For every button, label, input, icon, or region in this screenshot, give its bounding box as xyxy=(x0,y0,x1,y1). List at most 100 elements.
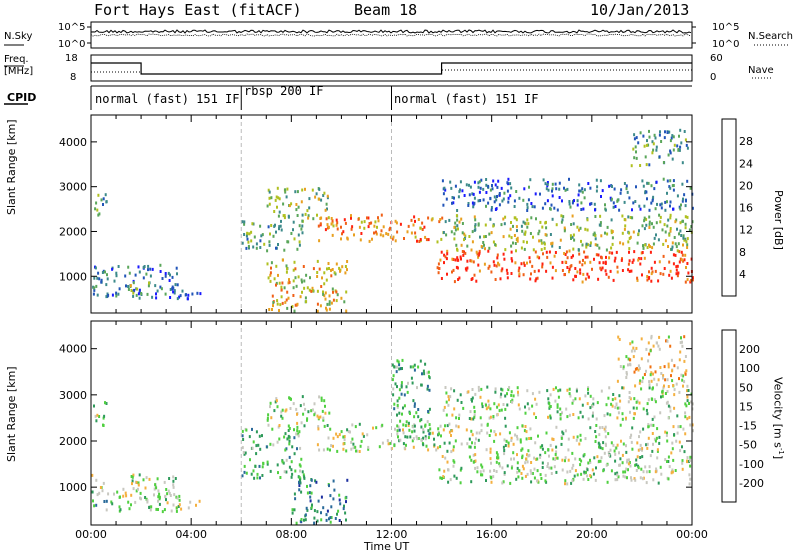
power-cell xyxy=(628,247,631,251)
velocity-cell xyxy=(686,395,689,399)
power-cell xyxy=(261,233,264,237)
power-cell xyxy=(359,238,362,242)
velocity-cell xyxy=(486,423,489,427)
velocity-cell xyxy=(367,447,370,451)
velocity-cell xyxy=(633,477,636,481)
velocity-cell xyxy=(422,436,425,440)
velocity-cell xyxy=(616,478,619,482)
power-cell xyxy=(322,194,325,197)
power-cell xyxy=(284,300,287,304)
velocity-cell xyxy=(428,432,431,436)
power-cell xyxy=(142,266,145,269)
velocity-cell xyxy=(596,455,599,459)
velocity-cell xyxy=(517,403,520,407)
power-cell xyxy=(453,237,456,241)
velocity-cell xyxy=(273,409,276,413)
power-cell xyxy=(164,272,167,275)
velocity-cell xyxy=(555,456,558,460)
power-cell xyxy=(366,216,368,220)
velocity-cell xyxy=(453,407,456,411)
power-cell xyxy=(681,199,684,203)
velocity-cell xyxy=(332,436,335,440)
power-cell xyxy=(294,267,297,271)
colorbar-tick-label: 16 xyxy=(739,202,753,215)
power-cell xyxy=(125,284,127,288)
power-cell xyxy=(456,218,459,222)
power-cell xyxy=(675,218,678,222)
velocity-cell xyxy=(266,416,269,420)
power-cell xyxy=(324,228,327,232)
velocity-cell xyxy=(555,445,558,449)
power-cell xyxy=(510,236,513,240)
power-cell xyxy=(371,237,373,241)
velocity-cell xyxy=(629,410,631,414)
velocity-cell xyxy=(445,391,448,395)
power-cell xyxy=(416,239,418,243)
power-cell xyxy=(544,233,547,237)
velocity-cell xyxy=(591,414,594,418)
velocity-cell xyxy=(269,442,272,446)
velocity-cell xyxy=(487,399,490,403)
power-cell xyxy=(494,278,497,281)
power-cell xyxy=(668,185,671,189)
velocity-cell xyxy=(602,469,605,473)
velocity-cell xyxy=(328,411,331,415)
power-cell xyxy=(301,188,304,192)
velocity-cell xyxy=(277,425,280,429)
velocity-cell xyxy=(298,488,301,492)
power-cell xyxy=(658,213,661,217)
velocity-cell xyxy=(648,383,651,387)
power-cell xyxy=(652,225,655,229)
power-cell xyxy=(331,287,334,291)
power-cell xyxy=(686,237,689,241)
nsearch-trace xyxy=(90,33,692,37)
power-cell xyxy=(610,246,613,250)
power-cell xyxy=(286,240,289,244)
velocity-cell xyxy=(689,400,692,404)
power-cell xyxy=(631,216,634,220)
velocity-cell xyxy=(136,487,139,491)
power-cell xyxy=(691,206,694,210)
velocity-cell xyxy=(574,397,577,401)
power-cell xyxy=(685,199,687,203)
velocity-cell xyxy=(658,441,661,445)
power-cell xyxy=(111,293,114,297)
velocity-cell xyxy=(407,421,410,425)
velocity-cell xyxy=(297,434,300,438)
velocity-cell xyxy=(460,442,463,446)
velocity-cell xyxy=(343,435,346,438)
power-cell xyxy=(612,278,615,282)
power-cell xyxy=(686,215,689,219)
power-cell xyxy=(658,260,661,264)
power-cell xyxy=(616,270,619,274)
velocity-cell xyxy=(664,430,667,434)
velocity-cell xyxy=(512,394,515,398)
power-cell xyxy=(593,257,595,261)
velocity-cell xyxy=(405,385,408,389)
power-cell xyxy=(100,278,103,282)
power-cell xyxy=(294,276,297,280)
velocity-cell xyxy=(641,447,644,451)
velocity-cell xyxy=(564,482,566,486)
power-cell xyxy=(496,185,499,189)
power-cell xyxy=(314,195,317,199)
power-cell xyxy=(536,255,539,259)
velocity-cell xyxy=(298,484,301,487)
power-cell xyxy=(335,223,338,227)
power-cell xyxy=(643,227,646,231)
power-cell xyxy=(513,234,516,237)
velocity-cell xyxy=(548,402,551,405)
velocity-cell xyxy=(424,423,427,427)
power-cell xyxy=(602,261,605,265)
velocity-cell xyxy=(395,370,398,374)
velocity-cell xyxy=(284,432,287,436)
velocity-cell xyxy=(634,463,637,467)
velocity-cell xyxy=(336,449,339,453)
velocity-cell xyxy=(119,508,122,512)
velocity-cell xyxy=(664,378,667,382)
power-cell xyxy=(572,254,574,258)
power-cell xyxy=(181,289,184,293)
power-cell xyxy=(675,265,678,269)
velocity-cell xyxy=(313,521,316,525)
power-cell xyxy=(479,199,482,202)
